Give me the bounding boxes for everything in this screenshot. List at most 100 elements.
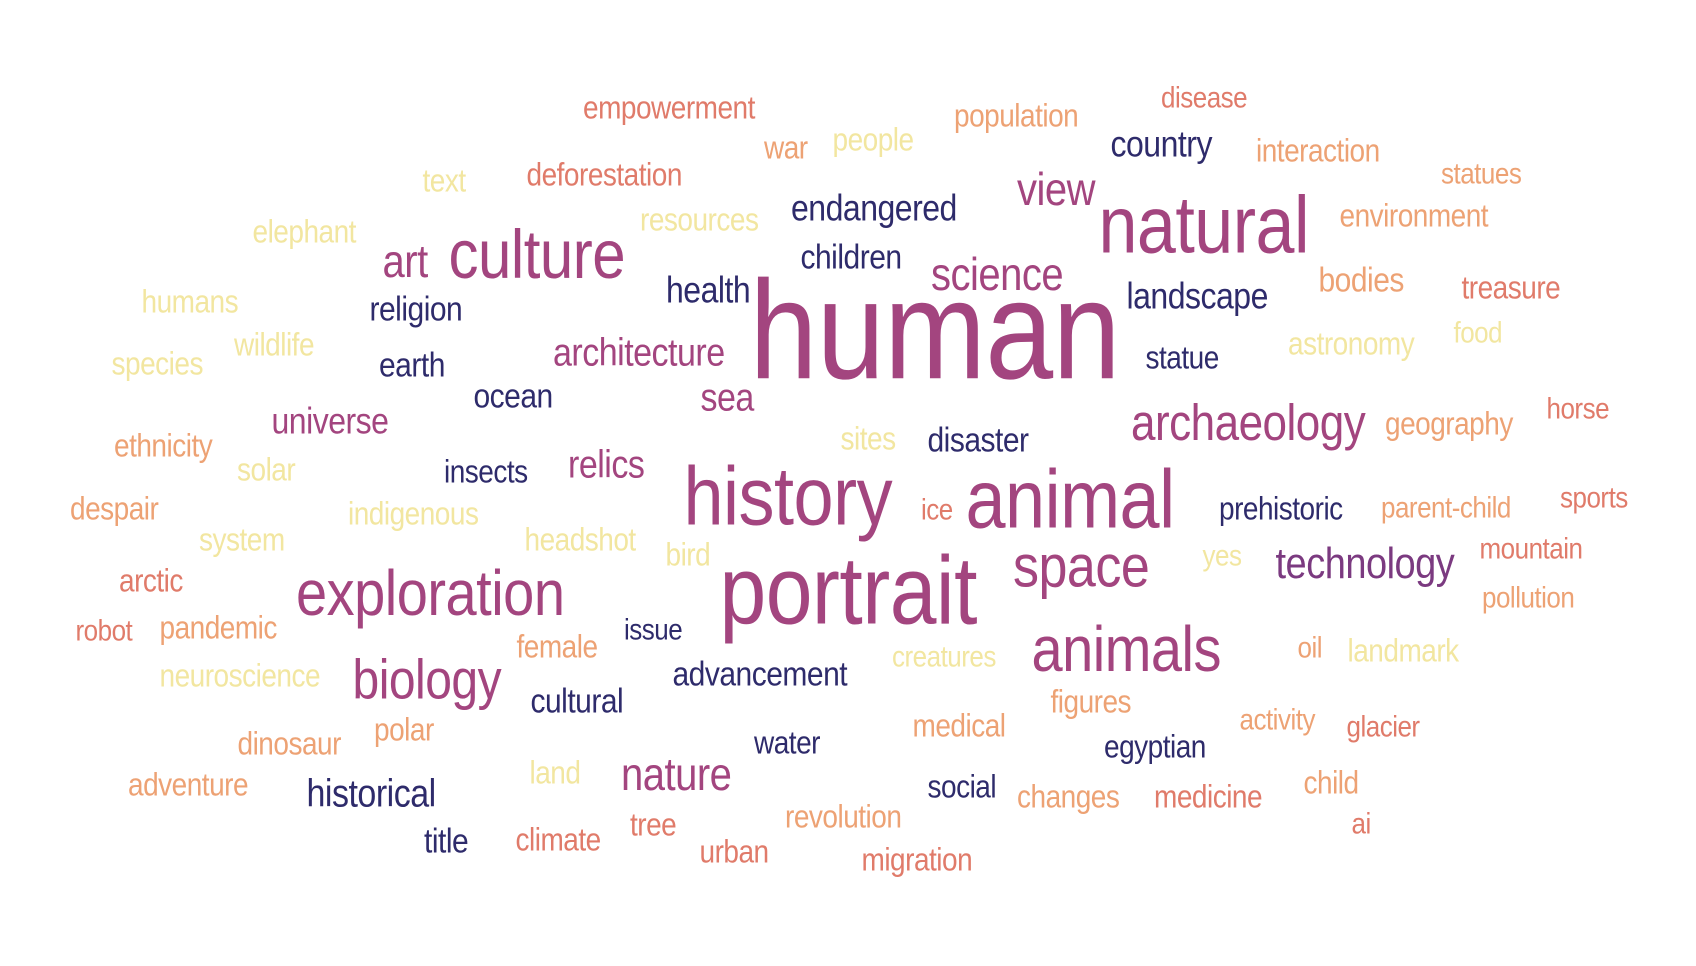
word-exploration: exploration bbox=[296, 556, 565, 629]
word-treasure: treasure bbox=[1461, 269, 1561, 306]
word-prehistoric: prehistoric bbox=[1219, 490, 1343, 527]
word-dinosaur: dinosaur bbox=[237, 725, 342, 762]
word-elephant: elephant bbox=[252, 213, 357, 250]
word-headshot: headshot bbox=[524, 521, 637, 558]
word-disaster: disaster bbox=[927, 421, 1030, 460]
word-insects: insects bbox=[444, 453, 528, 490]
word-children: children bbox=[800, 238, 903, 277]
word-social: social bbox=[927, 768, 997, 805]
word-activity: activity bbox=[1239, 701, 1316, 737]
word-disease: disease bbox=[1161, 79, 1248, 115]
word-historical: historical bbox=[306, 772, 437, 816]
word-cultural: cultural bbox=[530, 682, 624, 721]
word-parent-child: parent-child bbox=[1381, 489, 1511, 525]
word-science: science bbox=[931, 249, 1064, 301]
word-history: history bbox=[683, 451, 893, 543]
word-space: space bbox=[1013, 533, 1150, 601]
word-child: child bbox=[1303, 764, 1360, 801]
word-deforestation: deforestation bbox=[526, 156, 683, 193]
word-archaeology: archaeology bbox=[1131, 395, 1366, 452]
word-universe: universe bbox=[271, 400, 389, 442]
word-horse: horse bbox=[1546, 390, 1610, 426]
word-empowerment: empowerment bbox=[583, 89, 755, 126]
word-portrait: portrait bbox=[719, 535, 978, 645]
word-changes: changes bbox=[1017, 778, 1120, 815]
word-glacier: glacier bbox=[1346, 708, 1421, 744]
word-war: war bbox=[764, 129, 808, 166]
word-pandemic: pandemic bbox=[159, 609, 278, 646]
word-robot: robot bbox=[75, 612, 133, 648]
word-pollution: pollution bbox=[1482, 579, 1575, 615]
word-interaction: interaction bbox=[1256, 132, 1380, 169]
word-sites: sites bbox=[840, 420, 897, 457]
word-endangered: endangered bbox=[791, 187, 957, 229]
word-resources: resources bbox=[640, 201, 759, 238]
word-astronomy: astronomy bbox=[1288, 325, 1415, 362]
word-people: people bbox=[832, 121, 915, 158]
word-animals: animals bbox=[1031, 612, 1222, 685]
word-land: land bbox=[529, 754, 581, 791]
word-landmark: landmark bbox=[1347, 632, 1460, 669]
word-polar: polar bbox=[374, 711, 434, 748]
word-species: species bbox=[111, 345, 204, 382]
word-title: title bbox=[424, 822, 469, 861]
word-landscape: landscape bbox=[1126, 275, 1269, 317]
word-tree: tree bbox=[630, 806, 677, 843]
word-revolution: revolution bbox=[785, 798, 902, 835]
word-animal: animal bbox=[965, 454, 1176, 546]
word-population: population bbox=[954, 97, 1079, 134]
word-figures: figures bbox=[1050, 683, 1132, 720]
word-ocean: ocean bbox=[473, 377, 554, 416]
word-technology: technology bbox=[1275, 539, 1455, 589]
word-medical: medical bbox=[912, 707, 1006, 744]
word-ai: ai bbox=[1351, 805, 1372, 841]
word-environment: environment bbox=[1339, 197, 1489, 234]
word-art: art bbox=[382, 236, 429, 288]
word-indigenous: indigenous bbox=[348, 495, 479, 532]
word-creatures: creatures bbox=[892, 638, 996, 674]
word-nature: nature bbox=[621, 749, 732, 801]
word-food: food bbox=[1453, 314, 1503, 350]
word-relics: relics bbox=[568, 443, 645, 487]
word-egyptian: egyptian bbox=[1104, 728, 1206, 765]
word-oil: oil bbox=[1297, 629, 1323, 665]
word-statue: statue bbox=[1145, 339, 1220, 376]
word-migration: migration bbox=[861, 841, 973, 878]
word-mountain: mountain bbox=[1479, 530, 1583, 566]
word-religion: religion bbox=[369, 290, 463, 329]
word-culture: culture bbox=[448, 215, 626, 293]
word-earth: earth bbox=[379, 346, 445, 385]
word-humans: humans bbox=[141, 283, 239, 320]
word-country: country bbox=[1110, 123, 1213, 165]
word-female: female bbox=[516, 628, 599, 665]
word-yes: yes bbox=[1202, 537, 1242, 573]
word-arctic: arctic bbox=[119, 562, 183, 599]
word-text: text bbox=[422, 162, 467, 199]
word-climate: climate bbox=[515, 821, 602, 858]
word-sea: sea bbox=[700, 376, 755, 420]
word-neuroscience: neuroscience bbox=[159, 657, 321, 694]
word-adventure: adventure bbox=[128, 766, 249, 803]
word-bodies: bodies bbox=[1318, 261, 1405, 300]
word-water: water bbox=[754, 724, 820, 761]
word-issue: issue bbox=[624, 611, 683, 647]
word-ethnicity: ethnicity bbox=[114, 427, 213, 464]
word-architecture: architecture bbox=[553, 331, 725, 375]
word-statues: statues bbox=[1441, 155, 1522, 191]
word-ice: ice bbox=[921, 491, 953, 527]
word-advancement: advancement bbox=[672, 655, 848, 694]
word-medicine: medicine bbox=[1154, 778, 1263, 815]
word-bird: bird bbox=[665, 536, 711, 573]
word-health: health bbox=[666, 269, 751, 311]
word-despair: despair bbox=[70, 490, 159, 527]
word-view: view bbox=[1017, 164, 1096, 216]
word-biology: biology bbox=[352, 649, 502, 711]
word-geography: geography bbox=[1385, 405, 1513, 442]
word-solar: solar bbox=[237, 451, 296, 488]
word-natural: natural bbox=[1098, 180, 1310, 270]
word-urban: urban bbox=[699, 833, 770, 870]
word-sports: sports bbox=[1560, 479, 1628, 515]
word-system: system bbox=[199, 521, 285, 558]
word-human: human bbox=[749, 251, 1121, 409]
